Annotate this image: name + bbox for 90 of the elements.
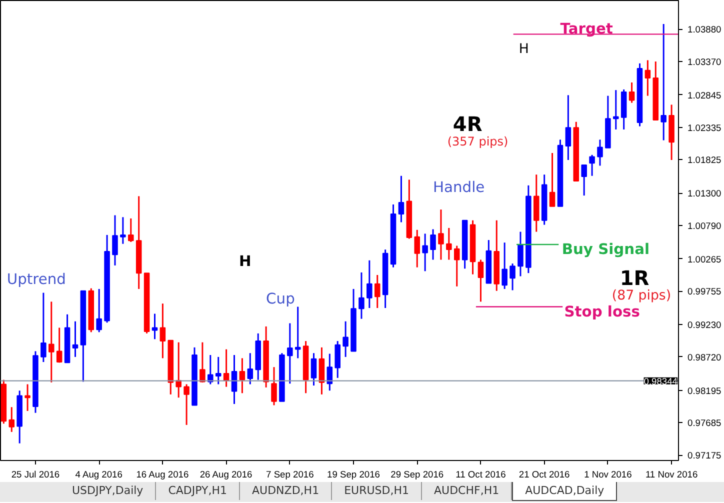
y-tick-label: 0.97175 [688,450,722,461]
annotation: H [239,253,252,270]
candlestick [152,312,158,340]
candlestick [565,94,572,161]
y-tick-label: 0.99230 [688,320,722,330]
x-tick-label: 26 Aug 2016 [200,470,252,480]
candlestick [72,320,78,358]
candlestick [398,175,404,223]
candlestick [271,366,277,406]
candlestick [597,138,603,166]
candlestick [510,262,516,291]
candlestick [48,300,54,384]
candlestick [310,352,317,386]
candlestick [518,231,524,277]
candlestick [422,232,428,272]
x-tick-label: 11 Nov 2016 [645,470,698,480]
ref-line-label: Stop loss [564,303,640,320]
x-tick-label: 7 Sep 2016 [266,470,314,480]
candlestick [294,306,301,359]
text: AUDNZD,H1 [240,482,332,500]
text: AUDCHF,H1 [422,482,512,500]
candlestick [200,342,206,384]
candlestick [8,406,15,433]
candlestick [660,23,666,142]
x-tick-label: 21 Oct 2016 [518,470,570,480]
candlestick [374,274,380,309]
y-tick-label: 1.03370 [688,56,722,67]
candlestick [96,288,102,333]
candlestick [334,340,340,379]
y-tick-label: 1.03880 [688,24,722,35]
y-tick-label: 1.02845 [688,90,722,100]
candlestick [128,218,134,243]
candlestick [581,164,587,196]
y-tick-label: 0.98720 [688,352,722,362]
x-tick-label: 4 Aug 2016 [75,470,122,480]
y-tick-label: 1.01825 [688,155,722,166]
candlestick [613,89,619,130]
candlestick [40,292,46,363]
y-tick-label: 1.00265 [688,254,722,264]
candlestick [366,260,372,309]
y-tick-label: 1.00790 [688,220,722,231]
candlestick [215,356,222,386]
annotation: Uptrend [6,270,66,288]
x-tick-label: 29 Sep 2016 [390,470,444,480]
x-tick-label: 11 Oct 2016 [456,470,506,480]
candlestick [120,216,126,245]
candlestick [430,228,436,260]
candlestick [502,242,508,290]
ref-line-label: Target [560,20,613,38]
annotation: H [518,42,529,57]
candlestick [160,302,166,359]
text: EURUSD,H1 [332,482,422,500]
y-tick-label: 0.97685 [688,418,722,428]
candlestick [112,214,118,266]
candlestick [446,227,452,260]
candlestick [318,346,325,396]
y-tick-label: 1.02335 [688,122,722,133]
candlestick [184,384,190,426]
candlestick [454,245,460,288]
y-tick-label: 0.99755 [688,286,722,297]
x-tick-label: 16 Aug 2016 [136,470,189,480]
x-tick-label: 25 Jul 2016 [11,470,60,480]
candlestick [342,320,348,358]
candlestick [549,152,556,208]
candlestick [287,322,293,384]
annotation: Handle [433,178,485,196]
annotation: (357 pips) [447,134,508,149]
candlestick [414,229,420,268]
y-tick-label: 0.98195 [688,386,722,396]
x-tick-label: 19 Sep 2016 [327,470,380,480]
text: USDJPY,Daily [60,482,156,500]
ref-line-label: Buy Signal [562,241,650,258]
candlestick [589,154,595,177]
candlestick [239,357,246,394]
candlestick [478,258,484,302]
candlestick [628,82,635,104]
annotation: (87 pips) [612,288,672,304]
x-tick-label: 1 Nov 2016 [584,470,632,480]
annotation: 4R [452,112,482,136]
annotation: Cup [266,290,295,308]
candlestick [438,208,444,260]
text: CADJPY,H1 [156,482,240,500]
candlestick [358,272,364,320]
candlestick [24,384,30,412]
annotation: 1R [620,266,650,290]
ref-line-label: 0.98344 [644,376,678,386]
y-tick-label: 1.01300 [688,188,722,199]
candlestick [247,352,254,386]
candlestick [56,326,62,364]
candlestick [644,59,651,97]
